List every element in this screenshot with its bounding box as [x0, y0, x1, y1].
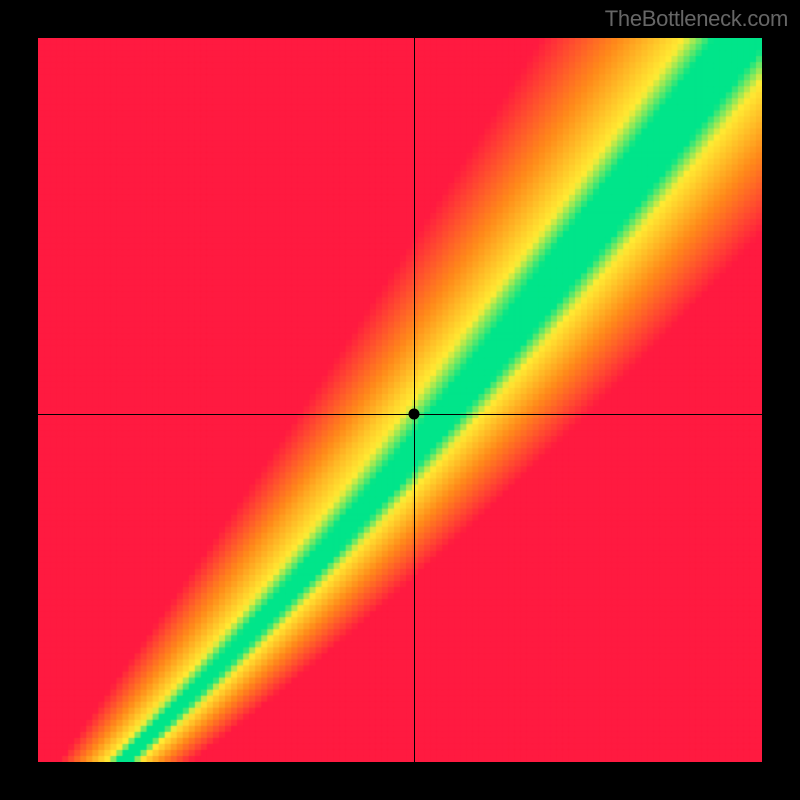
chart-container: TheBottleneck.com	[0, 0, 800, 800]
plot-area	[38, 38, 762, 762]
heatmap-canvas	[38, 38, 762, 762]
crosshair-point[interactable]	[409, 409, 420, 420]
crosshair-horizontal	[38, 414, 762, 415]
watermark-text: TheBottleneck.com	[605, 6, 788, 32]
crosshair-vertical	[414, 38, 415, 762]
